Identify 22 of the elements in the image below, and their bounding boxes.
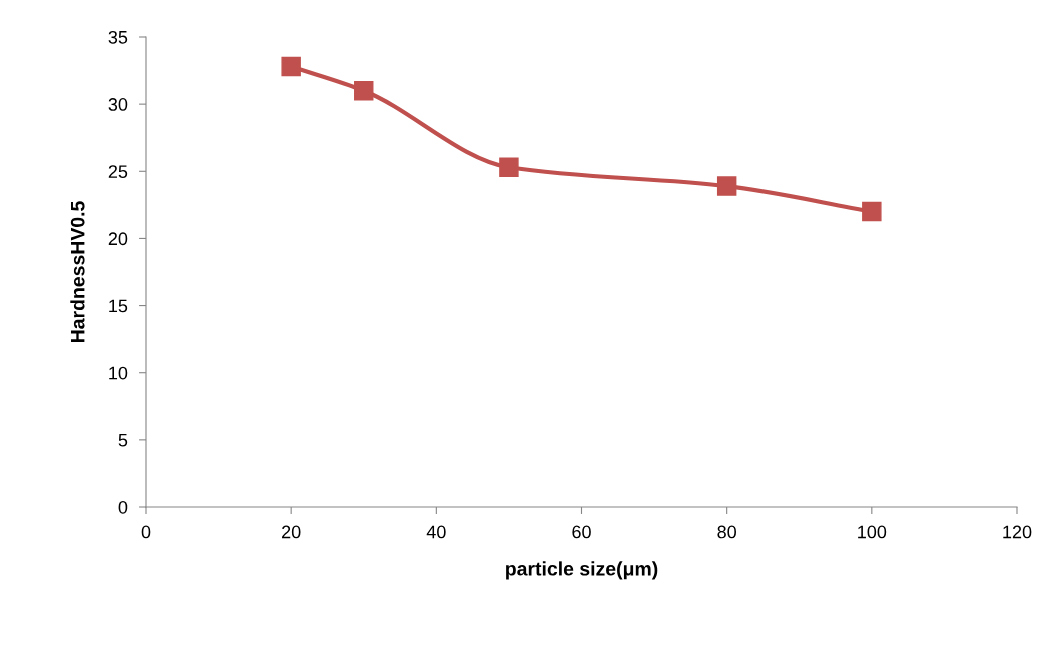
y-tick-label: 30 [108,98,128,111]
point [281,56,301,77]
y-tick-label: 15 [109,299,128,313]
point [354,80,374,101]
x-tick-label: 60 [572,525,591,539]
x-axis-title: particle size(μm) [506,561,658,580]
x-tick-label: 100 [858,525,887,539]
x-tick-label: 20 [282,525,301,539]
y-tick-label: 25 [108,165,128,179]
x-tick-label: 80 [717,525,736,539]
point [716,176,737,196]
x-tick-label: 120 [1003,525,1032,539]
point [499,157,519,177]
y-tick-label: 20 [108,232,128,246]
y-axis-title: HardnessHV0.5 [70,201,85,343]
y-tick-label: 10 [109,366,128,380]
y-tick-label: 35 [108,30,128,44]
y-tick-label: 0 [118,500,128,514]
point [862,201,882,222]
x-tick-label: 0 [141,525,151,539]
x-tick-label: 40 [426,525,446,539]
y-tick-label: 5 [118,433,128,447]
